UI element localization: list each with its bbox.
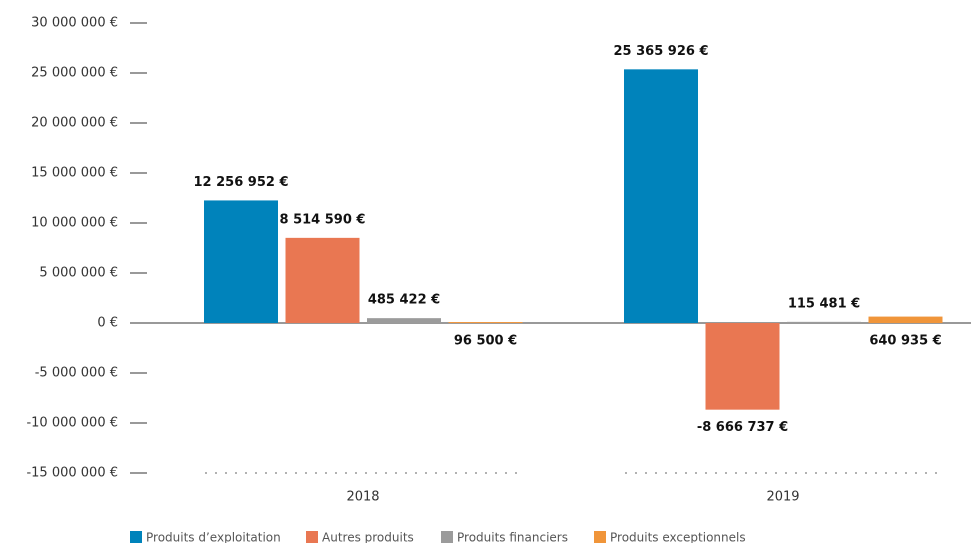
- bar: [705, 323, 780, 410]
- y-tick-label: -5 000 000 €: [35, 366, 118, 381]
- y-tick-label: 30 000 000 €: [31, 16, 118, 31]
- bar: [204, 200, 278, 323]
- y-tick-label: 0 €: [97, 316, 118, 331]
- x-tick-label: 2018: [346, 490, 379, 505]
- value-label: 8 514 590 €: [280, 212, 366, 227]
- bar: [868, 316, 943, 323]
- x-tick-label: 2019: [766, 490, 799, 505]
- value-label: 640 935 €: [869, 334, 941, 349]
- y-tick-label: -15 000 000 €: [26, 466, 118, 481]
- legend-swatch: [441, 531, 453, 543]
- value-label: 12 256 952 €: [194, 175, 289, 190]
- legend-swatch: [306, 531, 318, 543]
- y-tick-label: -10 000 000 €: [26, 416, 118, 431]
- y-tick-label: 25 000 000 €: [31, 66, 118, 81]
- bar: [367, 318, 441, 323]
- legend-swatch: [130, 531, 142, 543]
- legend-swatch: [594, 531, 606, 543]
- y-tick-label: 20 000 000 €: [31, 116, 118, 131]
- value-label: 96 500 €: [454, 334, 517, 349]
- bar: [448, 322, 523, 324]
- value-label: 25 365 926 €: [614, 44, 709, 59]
- y-tick-label: 15 000 000 €: [31, 166, 118, 181]
- value-label: -8 666 737 €: [697, 420, 788, 435]
- legend-label: Produits financiers: [457, 531, 568, 543]
- legend-label: Produits exceptionnels: [610, 531, 746, 543]
- legend-label: Autres produits: [322, 531, 414, 543]
- value-label: 115 481 €: [788, 296, 860, 311]
- legend-label: Produits d’exploitation: [146, 531, 281, 543]
- value-label: 485 422 €: [368, 293, 440, 308]
- y-tick-label: 10 000 000 €: [31, 216, 118, 231]
- bar: [624, 69, 698, 324]
- bar: [787, 321, 861, 323]
- bar: [285, 237, 360, 323]
- y-tick-label: 5 000 000 €: [39, 266, 118, 281]
